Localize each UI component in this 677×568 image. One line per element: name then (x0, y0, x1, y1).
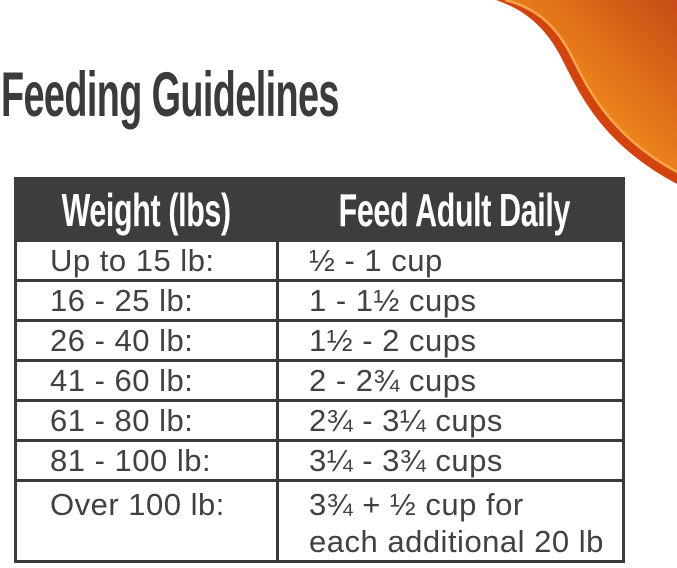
feed-cell: 1½ - 2 cups (276, 319, 625, 362)
feed-cell: 3¼ - 3¾ cups (276, 439, 625, 482)
weight-cell: 16 - 25 lb: (14, 279, 279, 322)
table-row: 26 - 40 lb: 1½ - 2 cups (14, 319, 625, 362)
table-header-feed: Feed Adult Daily (276, 177, 625, 242)
feed-cell: 2 - 2¾ cups (276, 359, 625, 402)
table-header-weight: Weight (lbs) (14, 177, 279, 242)
weight-cell: 61 - 80 lb: (14, 399, 279, 442)
swoosh-dark-edge (496, 0, 677, 184)
feed-cell: 3¾ + ½ cup for each additional 20 lb (276, 479, 625, 563)
feed-cell: 1 - 1½ cups (276, 279, 625, 322)
page-title: Feeding Guidelines (1, 60, 339, 130)
swoosh-body (505, 0, 677, 172)
weight-cell: 26 - 40 lb: (14, 319, 279, 362)
table-body: Up to 15 lb: ½ - 1 cup 16 - 25 lb: 1 - 1… (14, 239, 625, 563)
table-row: Up to 15 lb: ½ - 1 cup (14, 239, 625, 282)
weight-cell: Over 100 lb: (14, 479, 279, 563)
feeding-table: Weight (lbs) Feed Adult Daily Up to 15 l… (14, 177, 625, 563)
weight-cell: 41 - 60 lb: (14, 359, 279, 402)
table-header-row: Weight (lbs) Feed Adult Daily (14, 177, 625, 242)
swoosh-highlight-rim (504, 0, 677, 174)
weight-cell: 81 - 100 lb: (14, 439, 279, 482)
feed-cell: ½ - 1 cup (276, 239, 625, 282)
weight-cell: Up to 15 lb: (14, 239, 279, 282)
weight-header-label: Weight (lbs) (61, 183, 232, 236)
table-row: 16 - 25 lb: 1 - 1½ cups (14, 279, 625, 322)
table-row: 41 - 60 lb: 2 - 2¾ cups (14, 359, 625, 402)
table-row: 81 - 100 lb: 3¼ - 3¾ cups (14, 439, 625, 482)
table-row: Over 100 lb: 3¾ + ½ cup for each additio… (14, 479, 625, 563)
feed-cell: 2¾ - 3¼ cups (276, 399, 625, 442)
feed-header-label: Feed Adult Daily (338, 183, 571, 236)
table-row: 61 - 80 lb: 2¾ - 3¼ cups (14, 399, 625, 442)
